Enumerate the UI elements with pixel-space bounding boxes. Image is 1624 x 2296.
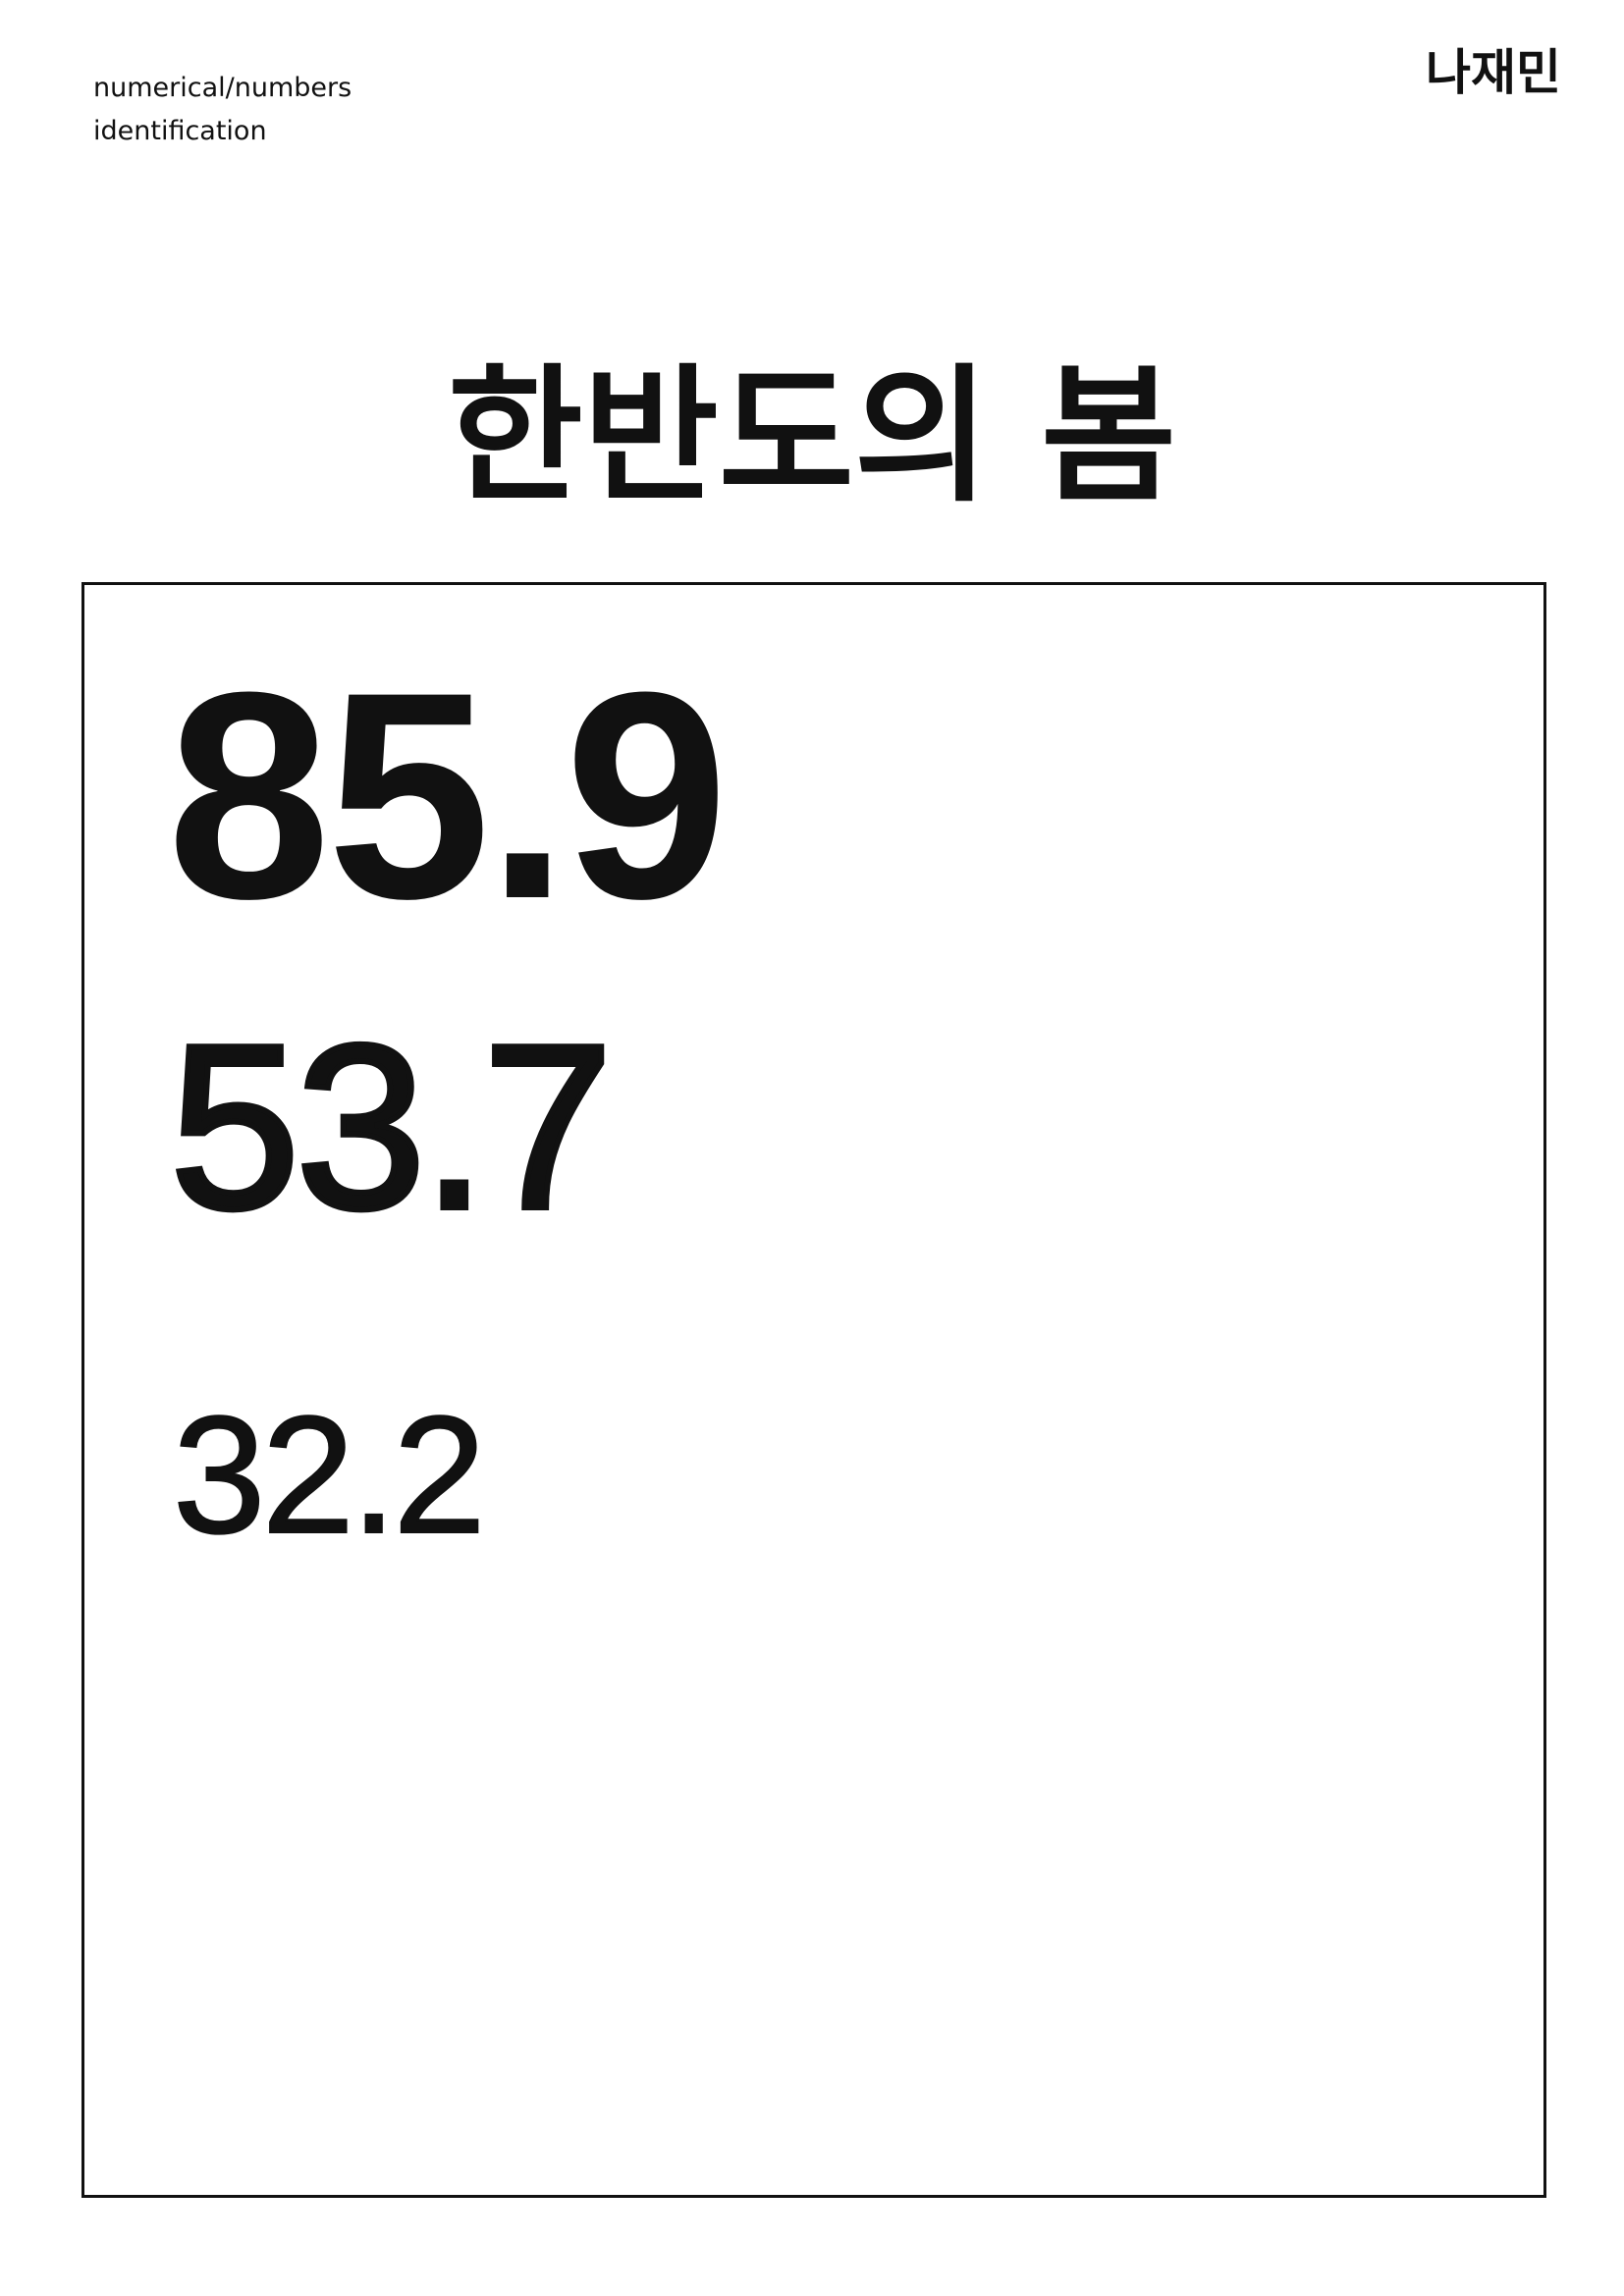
value-tertiary: 32.2 (172, 1382, 487, 1569)
document-label: numerical/numbers identification (93, 67, 352, 153)
content-frame (81, 582, 1546, 2198)
author-name: 나재민 (1426, 44, 1561, 101)
page-title: 한반도의 봄 (447, 351, 1177, 522)
label-line-2: identification (93, 116, 267, 146)
value-secondary: 53.7 (167, 997, 616, 1257)
label-line-1: numerical/numbers (93, 73, 352, 103)
value-primary: 85.9 (167, 630, 729, 960)
